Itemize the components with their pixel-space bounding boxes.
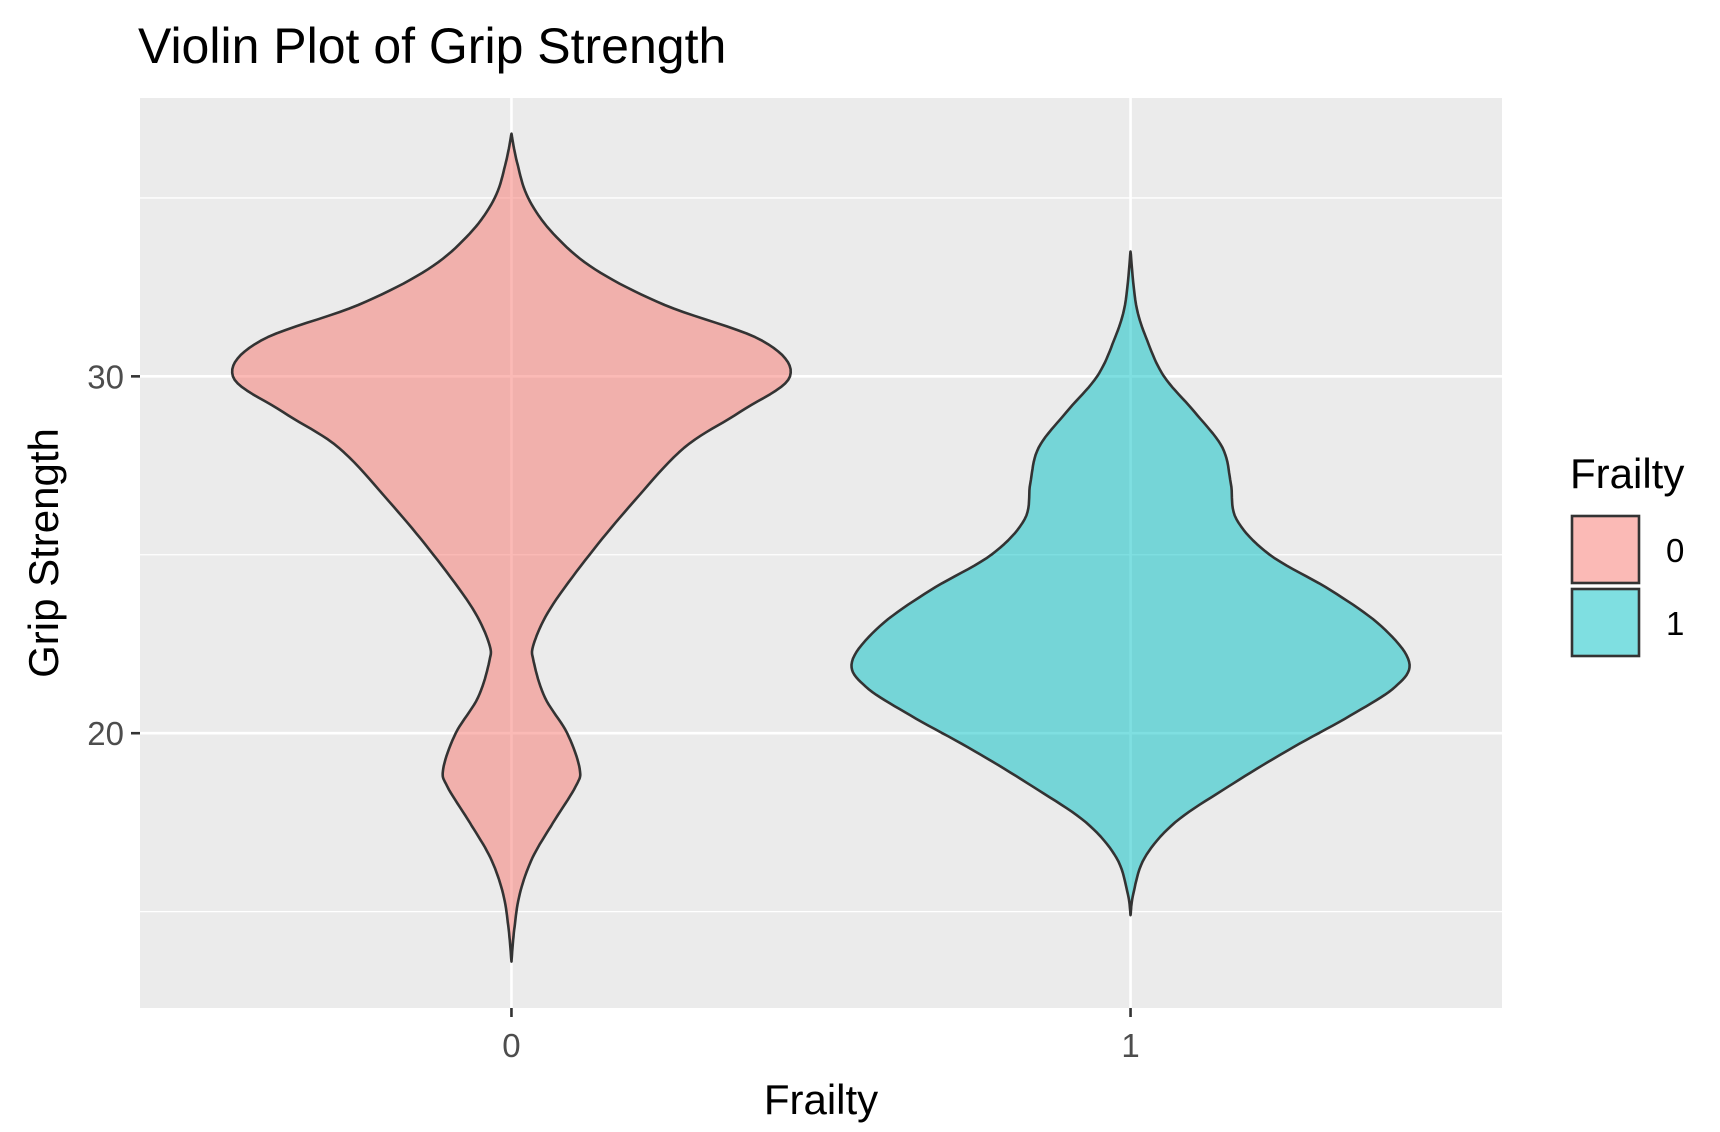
violin-1 xyxy=(850,250,1411,917)
x-tick-label: 0 xyxy=(502,1027,520,1064)
y-tick-label: 30 xyxy=(87,358,124,395)
plot-panel xyxy=(140,98,1502,1008)
violins xyxy=(230,132,1411,963)
x-axis-title: Frailty xyxy=(764,1076,878,1123)
chart-title: Violin Plot of Grip Strength xyxy=(138,18,726,74)
legend-key-0 xyxy=(1570,514,1641,585)
y-axis-title: Grip Strength xyxy=(20,428,67,678)
legend-title: Frailty xyxy=(1570,450,1684,497)
y-tick-label: 20 xyxy=(87,715,124,752)
violin-0 xyxy=(230,132,792,963)
legend-key-1 xyxy=(1570,587,1641,658)
legend-label-0: 0 xyxy=(1666,532,1684,569)
legend-label-1: 1 xyxy=(1666,605,1684,642)
x-tick-label: 1 xyxy=(1121,1027,1139,1064)
minor-gridlines xyxy=(140,197,1502,913)
legend: Frailty 0 1 xyxy=(1570,450,1684,658)
